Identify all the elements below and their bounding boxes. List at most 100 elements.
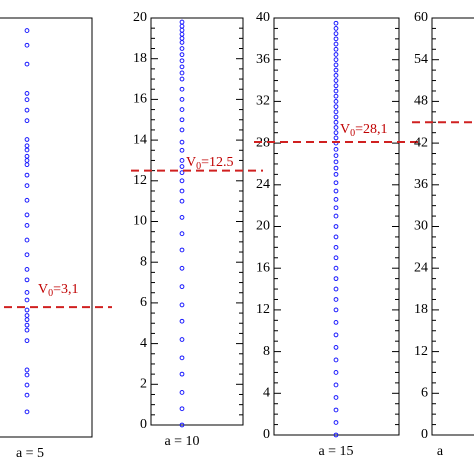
data-point: [179, 265, 185, 271]
data-point: [179, 40, 185, 45]
data-point: [333, 99, 339, 104]
data-point: [24, 42, 30, 48]
y-tick-label: 0: [140, 417, 147, 432]
data-point: [333, 31, 339, 37]
y-tick-label: 18: [414, 302, 428, 317]
data-point: [333, 165, 339, 171]
data-point: [24, 212, 30, 218]
data-point: [333, 205, 339, 211]
data-point: [179, 97, 185, 102]
data-point: [333, 72, 339, 78]
data-point: [333, 297, 339, 302]
y-tick-label: 48: [414, 94, 428, 109]
y-tick-label: 4: [140, 336, 147, 351]
data-point: [333, 130, 339, 136]
x-axis-label: a = 10: [164, 434, 199, 449]
data-point: [333, 320, 339, 325]
data-point: [24, 372, 30, 378]
y-tick-label: 8: [263, 344, 270, 359]
data-point: [333, 135, 339, 141]
data-point: [333, 188, 339, 194]
data-point: [24, 107, 30, 113]
data-point: [24, 392, 30, 398]
data-point: [333, 255, 339, 261]
annotation-part: V: [186, 155, 196, 170]
data-point: [24, 237, 30, 243]
y-tick-label: 32: [256, 94, 270, 109]
data-point: [24, 322, 30, 328]
data-point: [179, 422, 185, 428]
y-tick-label: 4: [263, 386, 270, 401]
data-point: [24, 158, 30, 163]
data-point: [24, 137, 30, 142]
data-point: [24, 367, 30, 373]
data-point: [179, 198, 185, 204]
data-point: [179, 23, 185, 29]
data-point: [179, 70, 185, 76]
data-point: [24, 267, 30, 272]
data-point: [24, 307, 30, 313]
data-point: [179, 371, 185, 377]
y-tick-label: 10: [133, 214, 147, 229]
x-axis-label: a = 15: [318, 444, 353, 459]
data-point: [333, 407, 339, 413]
y-tick-label: 16: [256, 260, 270, 275]
y-tick-label: 18: [133, 51, 147, 66]
data-point: [179, 188, 185, 194]
data-point: [24, 223, 30, 228]
annotation-part: V: [340, 122, 350, 137]
annotation-subscript: 0: [48, 288, 53, 299]
data-point: [333, 196, 339, 202]
y-tick-label: 36: [256, 52, 270, 67]
x-axis-label: a: [437, 444, 444, 459]
data-point: [179, 35, 185, 41]
data-point: [179, 284, 185, 290]
y-tick-label: 36: [414, 177, 428, 192]
data-point: [24, 91, 30, 96]
y-tick-label: 12: [133, 173, 147, 188]
data-point: [24, 313, 30, 318]
data-point: [333, 171, 339, 177]
data-point: [179, 86, 185, 92]
data-point: [24, 290, 30, 295]
y-tick-label: 24: [256, 177, 270, 192]
data-point: [333, 52, 339, 57]
data-point: [179, 52, 185, 58]
plot-frame: [150, 17, 244, 426]
data-point: [333, 224, 339, 229]
data-point: [179, 46, 185, 51]
data-point: [179, 19, 185, 25]
data-point: [179, 318, 185, 324]
data-point: [24, 297, 30, 303]
data-point: [333, 125, 339, 130]
data-point: [333, 114, 339, 120]
data-point: [24, 317, 30, 323]
data-point: [24, 338, 30, 344]
data-point: [24, 327, 30, 333]
y-tick-label: 24: [414, 260, 428, 275]
y-tick-label: 0: [263, 427, 270, 442]
data-point: [333, 420, 339, 425]
data-point: [333, 153, 339, 159]
annotation-part: =28,1: [355, 122, 387, 137]
data-point: [24, 118, 30, 124]
plot-frame: [0, 17, 93, 438]
data-point: [179, 337, 185, 342]
data-point: [333, 180, 339, 186]
data-point: [179, 355, 185, 361]
data-point: [24, 172, 30, 178]
annotation-part: =12.5: [201, 155, 233, 170]
annotation: V0=28,1: [340, 122, 388, 139]
data-point: [333, 159, 339, 165]
x-axis-label: a = 5: [16, 446, 44, 461]
data-point: [333, 265, 339, 271]
data-point: [179, 127, 185, 133]
data-point: [179, 170, 185, 176]
data-point: [24, 153, 30, 159]
data-point: [24, 147, 30, 153]
data-point: [179, 64, 185, 70]
plot-frame: [273, 17, 400, 436]
y-tick-label: 12: [256, 302, 270, 317]
data-point: [333, 57, 339, 63]
data-point: [333, 234, 339, 240]
